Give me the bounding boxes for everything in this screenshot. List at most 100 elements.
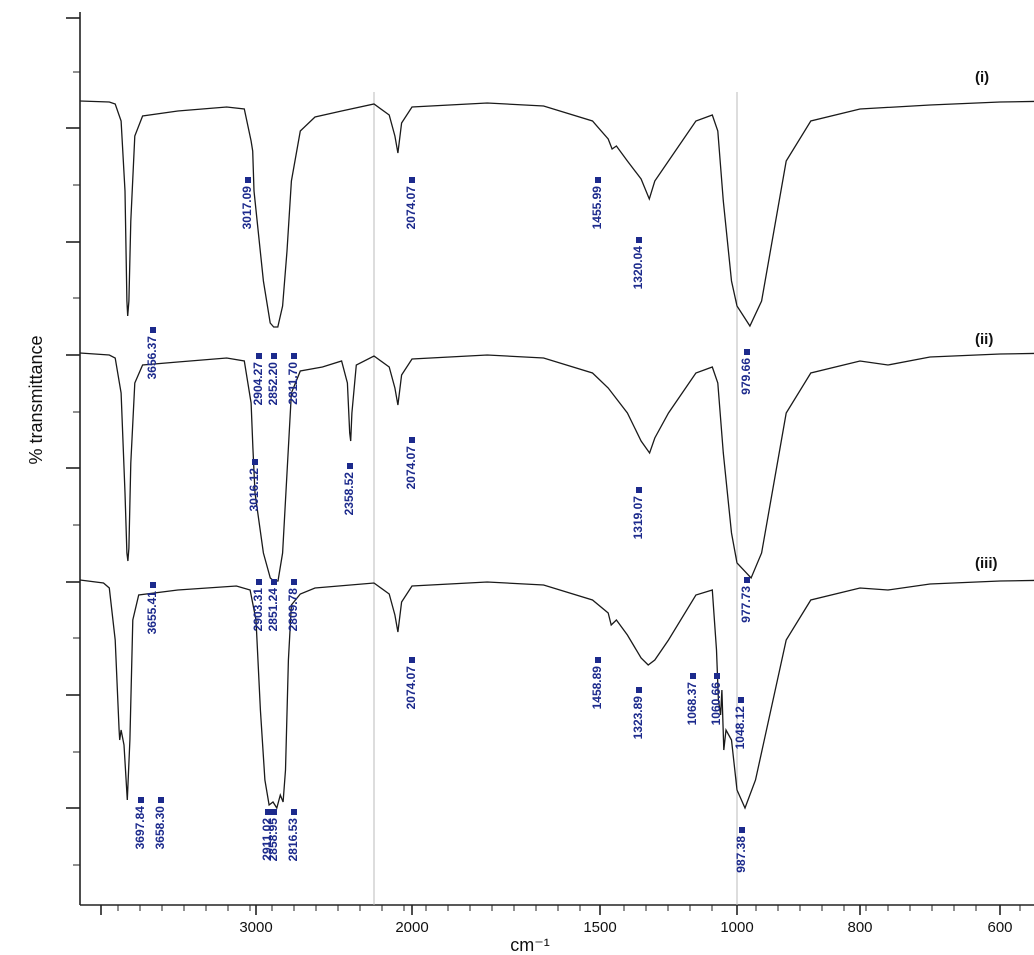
- peak-label-group: 3016.12: [247, 459, 261, 511]
- peak-marker: [409, 657, 415, 663]
- peak-label: 2809.78: [286, 588, 300, 632]
- peak-label: 1319.07: [631, 496, 645, 540]
- series-label-iii: (iii): [975, 555, 998, 572]
- peak-label-group: 2911.02: [260, 809, 274, 861]
- peak-label-group: 2858.95: [266, 809, 280, 861]
- peak-label: 3656.37: [145, 336, 159, 380]
- peak-marker: [138, 797, 144, 803]
- peak-marker: [271, 579, 277, 585]
- peak-marker: [409, 437, 415, 443]
- peak-label: 1323.89: [631, 696, 645, 740]
- peak-label-group: 1323.89: [631, 687, 645, 739]
- peak-label: 977.73: [739, 586, 753, 623]
- peak-marker: [252, 459, 258, 465]
- peak-marker: [256, 353, 262, 359]
- peak-label: 2074.07: [404, 666, 418, 710]
- peak-label: 2851.24: [266, 588, 280, 632]
- peak-label: 1455.99: [590, 186, 604, 230]
- peak-label: 2904.27: [251, 362, 265, 406]
- peak-label-group: 1068.37: [685, 673, 699, 725]
- peak-label: 979.66: [739, 358, 753, 395]
- peak-label-group: 1455.99: [590, 177, 604, 229]
- peak-marker: [158, 797, 164, 803]
- peak-marker: [595, 657, 601, 663]
- x-tick-labels: 3000 2000 1500 1000 800 600: [239, 919, 1012, 936]
- peak-label: 987.38: [734, 836, 748, 873]
- y-axis-title: % transmittance: [26, 335, 46, 464]
- peak-label-group: 3658.30: [153, 797, 167, 849]
- peak-marker: [291, 579, 297, 585]
- peak-label-group: 1320.04: [631, 237, 645, 289]
- peak-markers: 3656.37 3017.09 2904.27 2852.20 2811.70 2074.…: [133, 177, 753, 873]
- peak-label: 2858.95: [266, 818, 280, 862]
- peak-marker: [409, 177, 415, 183]
- peak-label: 3017.09: [240, 186, 254, 230]
- peak-marker: [744, 349, 750, 355]
- peak-label: 3016.12: [247, 468, 261, 512]
- peak-label: 3658.30: [153, 806, 167, 850]
- peak-marker: [256, 579, 262, 585]
- peak-label-group: 2811.70: [286, 353, 300, 405]
- axes: [66, 12, 1034, 915]
- peak-label: 1458.89: [590, 666, 604, 710]
- peak-label-group: 987.38: [734, 827, 748, 873]
- series-label-ii: (ii): [975, 331, 993, 348]
- peak-label: 2074.07: [404, 186, 418, 230]
- peak-label-group: 3655.41: [145, 582, 159, 634]
- peak-marker: [150, 582, 156, 588]
- peak-marker: [595, 177, 601, 183]
- peak-marker: [690, 673, 696, 679]
- guide-lines: [373, 92, 738, 905]
- peak-label-group: 1060.66: [709, 673, 723, 725]
- peak-label-group: 1458.89: [590, 657, 604, 709]
- peak-label-group: 2816.53: [286, 809, 300, 861]
- peak-marker: [245, 177, 251, 183]
- series-label-i: (i): [975, 69, 989, 86]
- peak-marker: [265, 809, 271, 815]
- peak-label-group: 979.66: [739, 349, 753, 395]
- x-tick-label: 800: [847, 919, 872, 936]
- peak-marker: [744, 577, 750, 583]
- peak-marker: [714, 673, 720, 679]
- spectrum-curve-ii: [79, 352, 1034, 582]
- peak-label-group: 3697.84: [133, 797, 147, 849]
- peak-label-group: 3656.37: [145, 327, 159, 379]
- spectra: [79, 100, 1034, 810]
- peak-label: 2358.52: [342, 472, 356, 516]
- peak-label: 2074.07: [404, 446, 418, 490]
- peak-label-group: 2851.24: [266, 579, 280, 631]
- peak-label: 1068.37: [685, 682, 699, 726]
- x-tick-label: 3000: [239, 919, 272, 936]
- peak-marker: [291, 353, 297, 359]
- peak-marker: [347, 463, 353, 469]
- peak-label: 2852.20: [266, 362, 280, 406]
- peak-label-group: 2358.52: [342, 463, 356, 515]
- peak-label-group: 2903.31: [251, 579, 265, 631]
- peak-label: 2903.31: [251, 588, 265, 632]
- peak-label-group: 2074.07: [404, 437, 418, 489]
- x-tick-label: 600: [987, 919, 1012, 936]
- peak-label-group: 2904.27: [251, 353, 265, 405]
- peak-label-group: 1319.07: [631, 487, 645, 539]
- x-tick-label: 1000: [720, 919, 753, 936]
- peak-marker: [636, 487, 642, 493]
- peak-label-group: 2074.07: [404, 657, 418, 709]
- peak-marker: [738, 697, 744, 703]
- peak-label: 3655.41: [145, 591, 159, 635]
- peak-marker: [636, 237, 642, 243]
- x-tick-label: 1500: [583, 919, 616, 936]
- peak-label-group: 2852.20: [266, 353, 280, 405]
- peak-label: 2811.70: [286, 362, 300, 405]
- peak-marker: [271, 809, 277, 815]
- peak-label: 2816.53: [286, 818, 300, 862]
- x-axis-title: cm⁻¹: [510, 935, 550, 955]
- peak-label: 1320.04: [631, 246, 645, 290]
- spectrum-curve-iii: [79, 579, 1034, 810]
- peak-marker: [271, 353, 277, 359]
- peak-label: 2911.02: [260, 818, 274, 861]
- peak-label: 3697.84: [133, 806, 147, 850]
- peak-label: 1060.66: [709, 682, 723, 726]
- peak-marker: [150, 327, 156, 333]
- peak-marker: [291, 809, 297, 815]
